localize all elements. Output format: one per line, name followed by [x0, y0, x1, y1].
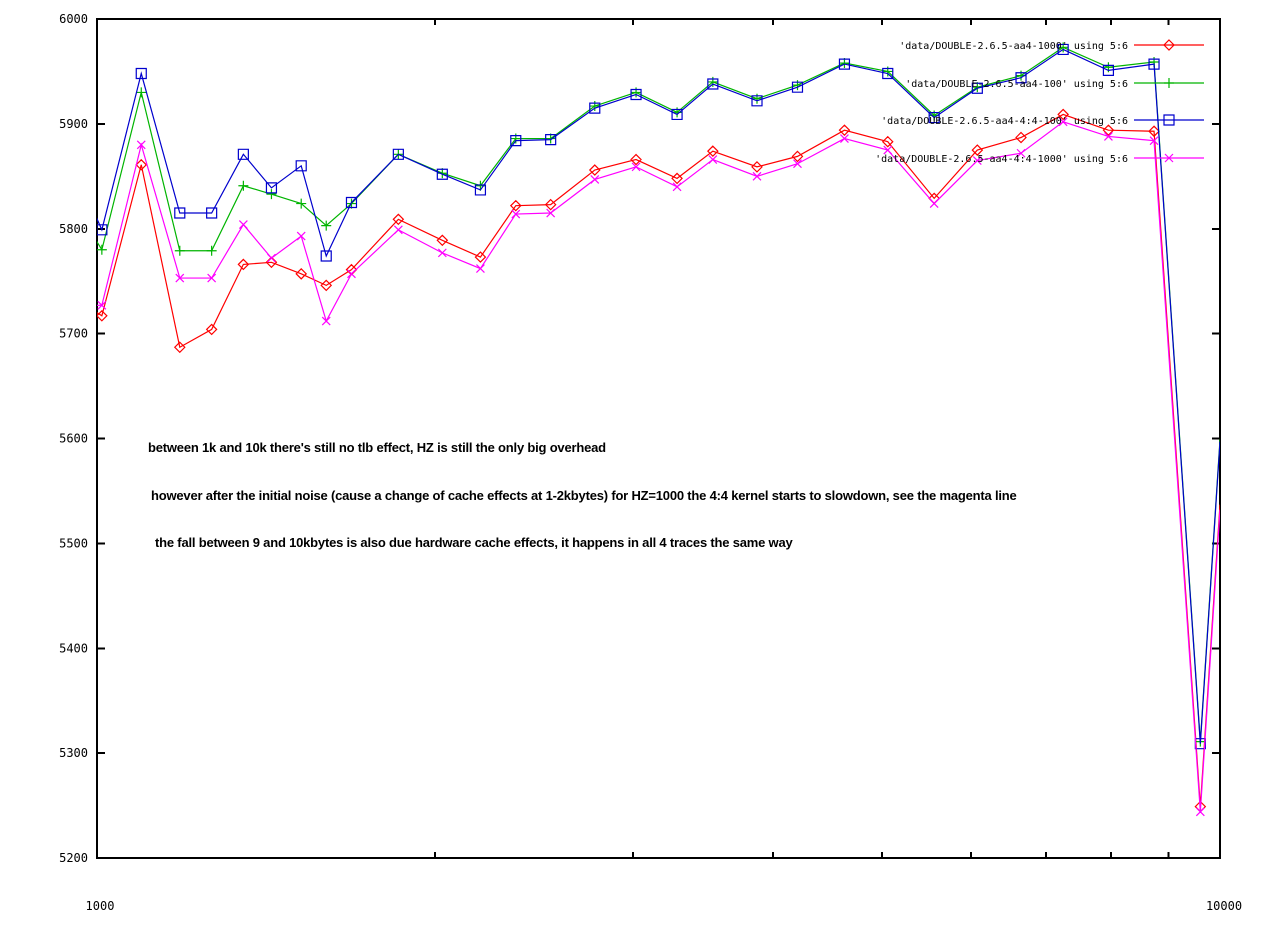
annotation-line-3: the fall between 9 and 10kbytes is also … — [155, 535, 794, 550]
y-tick-label: 5300 — [59, 746, 88, 760]
legend-entry-aa4-100: 'data/DOUBLE-2.6.5-aa4-100' using 5:6 — [905, 78, 1204, 90]
plus-icon — [1164, 78, 1174, 88]
annotations: between 1k and 10k there's still no tlb … — [148, 440, 1017, 550]
annotation-line-1: between 1k and 10k there's still no tlb … — [148, 440, 606, 455]
diamond-icon — [1163, 39, 1175, 51]
y-tick-label: 5800 — [59, 222, 88, 236]
annotation-line-2: however after the initial noise (cause a… — [151, 488, 1017, 503]
legend-label: 'data/DOUBLE-2.6.5-aa4-4:4-1000' using 5… — [875, 154, 1128, 165]
legend-entry-aa4-4-4-1000: 'data/DOUBLE-2.6.5-aa4-4:4-1000' using 5… — [875, 153, 1204, 165]
y-tick-label: 5500 — [59, 536, 88, 550]
square-markers-aa4-4-4-100 — [97, 43, 1206, 750]
legend: 'data/DOUBLE-2.6.5-aa4-1000' using 5:6 'd… — [875, 39, 1204, 165]
series-line-aa4-1000 — [97, 113, 1220, 807]
y-tick-label: 5400 — [59, 641, 88, 655]
legend-entry-aa4-4-4-100: 'data/DOUBLE-2.6.5-aa4-4:4-100' using 5:… — [881, 114, 1204, 127]
legend-label: 'data/DOUBLE-2.6.5-aa4-1000' using 5:6 — [899, 41, 1128, 52]
series-aa4-4-4-100 — [97, 43, 1220, 750]
y-axis: 6000 5900 5800 5700 5600 5500 5400 5300 5200 — [59, 12, 1220, 865]
x-axis: 1000 10000 — [86, 19, 1242, 913]
series-aa4-4-4-1000 — [97, 117, 1220, 817]
y-tick-label: 5200 — [59, 851, 88, 865]
cross-icon — [1164, 153, 1174, 163]
y-tick-label: 5700 — [59, 327, 88, 341]
y-tick-label: 5900 — [59, 117, 88, 131]
x-axis-label: 1000 — [86, 899, 115, 913]
x-axis-label: 10000 — [1206, 899, 1242, 913]
y-tick-label: 5600 — [59, 432, 88, 446]
y-tick-label: 6000 — [59, 12, 88, 26]
legend-entry-aa4-1000: 'data/DOUBLE-2.6.5-aa4-1000' using 5:6 — [899, 39, 1204, 52]
legend-label: 'data/DOUBLE-2.6.5-aa4-4:4-100' using 5:… — [881, 116, 1128, 127]
series-line-aa4-4-4-100 — [97, 48, 1220, 744]
cross-markers-aa4-4-4-1000 — [97, 117, 1205, 817]
square-icon — [1163, 114, 1175, 126]
legend-label: 'data/DOUBLE-2.6.5-aa4-100' using 5:6 — [905, 79, 1128, 90]
